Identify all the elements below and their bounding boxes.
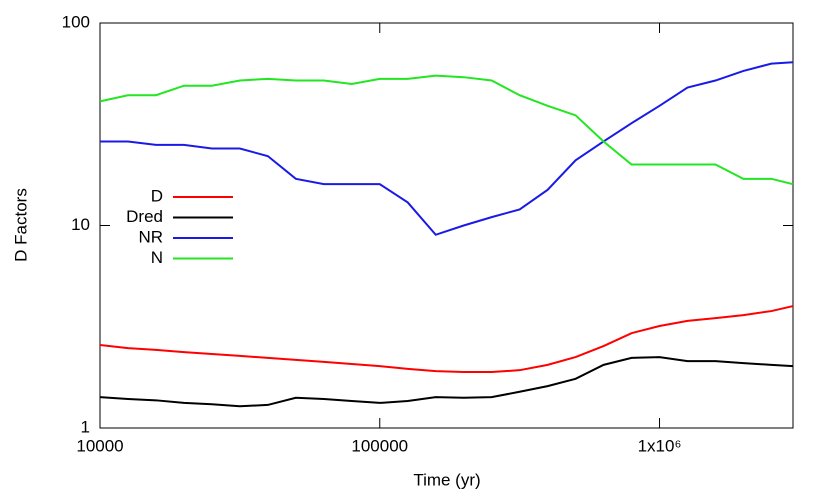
series-line [99, 305, 794, 374]
series-line [99, 74, 794, 186]
y-tick-label: 1 [81, 417, 90, 436]
x-tick-label: 100000 [351, 436, 408, 455]
x-axis-label: Time (yr) [413, 470, 480, 489]
legend-label: Dred [126, 207, 163, 226]
series-line [99, 356, 794, 408]
legend-label: D [151, 186, 163, 205]
plot-frame [99, 22, 794, 429]
y-axis-label: D Factors [11, 188, 30, 262]
legend-label: NR [138, 227, 163, 246]
y-tick-label: 100 [62, 12, 90, 31]
x-tick-label: 10000 [76, 436, 123, 455]
x-tick-label: 1x10⁶ [638, 436, 682, 455]
y-tick-label: 10 [71, 215, 90, 234]
series-line [100, 61, 794, 236]
legend-label: N [151, 248, 163, 267]
